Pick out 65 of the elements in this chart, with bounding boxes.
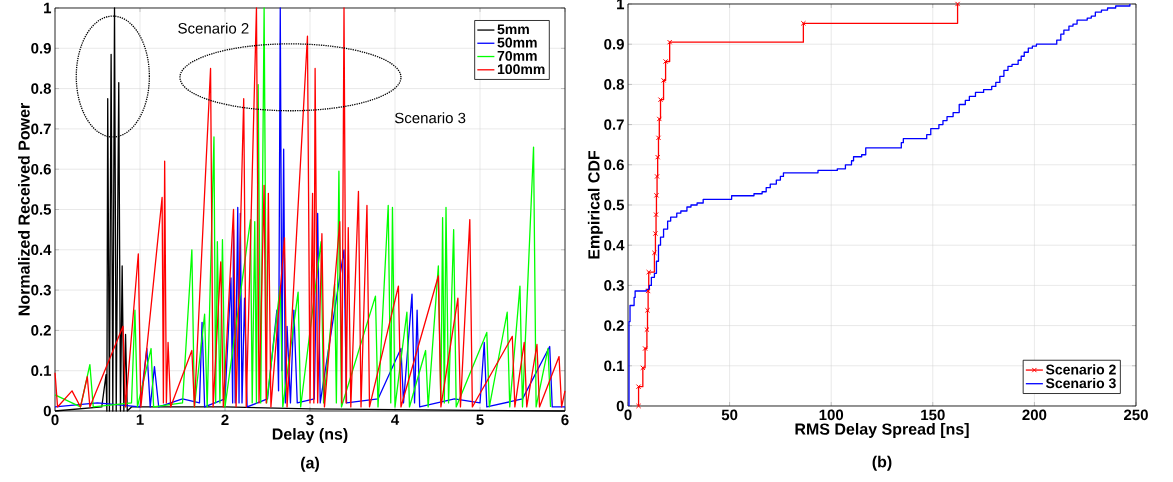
x-tick-label: 2 (221, 414, 229, 425)
y-axis-title: Normalized Received Power (18, 103, 30, 316)
x-tick-label: 1 (136, 414, 144, 425)
y-tick-label: 0.9 (31, 42, 51, 54)
point (655, 154, 661, 160)
x-tick-label: 250 (1124, 409, 1148, 421)
legend-label: 100mm (497, 64, 545, 75)
text: (a) (301, 456, 319, 472)
x-tick-label: 4 (391, 414, 400, 425)
y-tick-label: 0.9 (604, 38, 624, 50)
point (644, 326, 650, 333)
x-tick-label: 100 (819, 409, 844, 421)
x-tick-label: 150 (921, 409, 945, 421)
y-tick-label: 0.3 (31, 284, 51, 296)
x-tick-label: 6 (561, 414, 569, 426)
legend-label: 50mm (497, 37, 537, 48)
y-tick-label: 0.5 (31, 204, 52, 215)
point (646, 269, 652, 275)
x-axis-title: RMS Delay Spread [ns] (795, 423, 969, 438)
x-axis-title: Delay (ns) (272, 428, 348, 443)
point (644, 307, 651, 313)
point (655, 135, 662, 141)
legend-label: 70mm (497, 50, 537, 61)
y-tick-label: 0.4 (31, 244, 52, 256)
point (800, 20, 806, 26)
legend-label: Scenario 2 (1045, 364, 1116, 375)
y-tick-label: 0.1 (31, 365, 52, 376)
y-tick-label: 0.2 (31, 325, 51, 336)
y-tick-label: 0.6 (604, 159, 624, 171)
point (660, 77, 667, 83)
x-tick-label: 200 (1022, 409, 1047, 421)
y-tick-label: 0.5 (604, 199, 625, 211)
point (653, 212, 659, 218)
text: (b) (872, 455, 892, 471)
annotation: Scenario 3 (394, 112, 466, 124)
y-tick-label: 0.3 (604, 280, 624, 291)
point (654, 173, 660, 180)
point (645, 288, 651, 294)
legend-label: Scenario 3 (1045, 377, 1116, 389)
y-tick-label: 0.4 (604, 239, 625, 251)
point (662, 58, 669, 65)
point (653, 192, 660, 198)
y-tick-label: 0.1 (604, 360, 625, 372)
point (640, 365, 646, 371)
x-tick-label: 3 (306, 414, 314, 426)
y-axis-title: Empirical CDF (587, 150, 603, 259)
y-tick-label: 0.8 (31, 83, 52, 94)
y-tick-label: 0.7 (31, 123, 51, 135)
point (657, 97, 664, 103)
y-tick-label: 0.2 (604, 320, 624, 331)
y-tick-label: 0.8 (604, 79, 624, 90)
legend-label: 5mm (497, 24, 529, 35)
x-tick-label: 50 (721, 409, 738, 421)
y-tick-label: 0.7 (604, 119, 624, 130)
point (635, 384, 642, 390)
x-tick-label: 5 (476, 414, 484, 425)
annotation: Scenario 2 (178, 22, 249, 34)
point (667, 39, 673, 45)
point (642, 345, 648, 352)
y-tick-label: 0 (616, 400, 624, 412)
y-tick-label: 0.6 (31, 163, 51, 175)
y-tick-label: 1 (44, 2, 52, 14)
point (652, 230, 659, 237)
point (651, 250, 658, 256)
point (656, 116, 662, 122)
